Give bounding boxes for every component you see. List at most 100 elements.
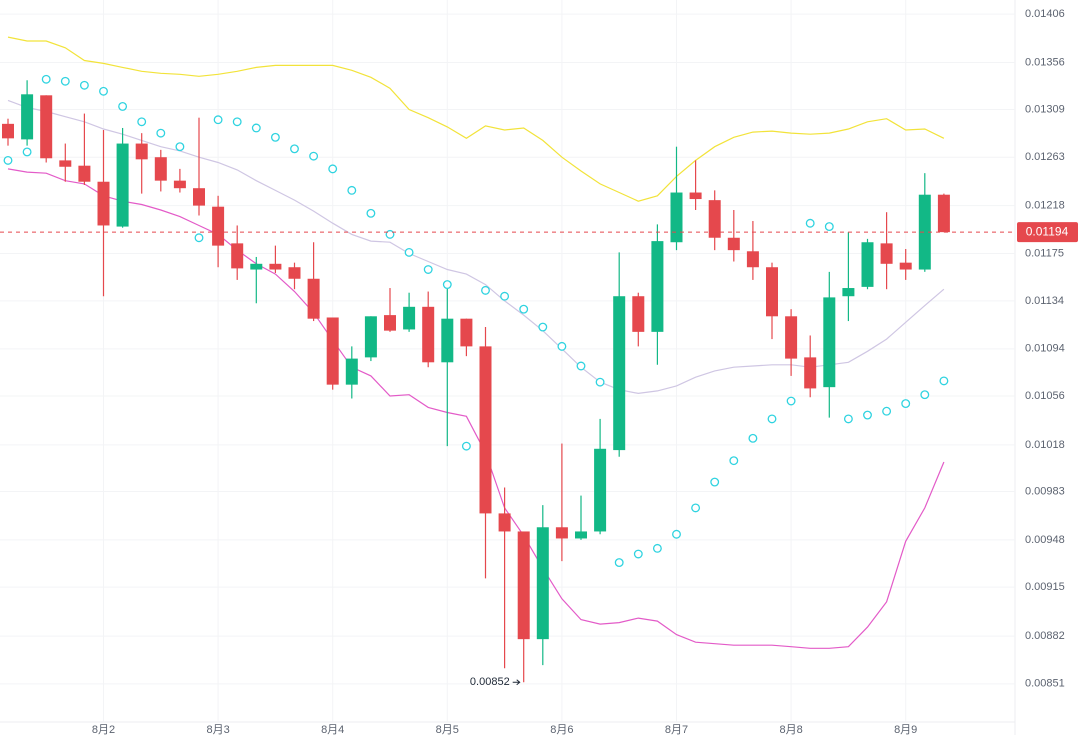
candle-body: [269, 263, 282, 270]
candle-body: [918, 194, 931, 270]
candle-body: [441, 318, 454, 363]
candle-body: [517, 531, 530, 640]
candle-body: [288, 267, 301, 279]
sar-dot: [251, 123, 261, 133]
x-tick-label: 8月4: [321, 724, 344, 735]
candle-body: [575, 531, 587, 539]
sar-dot: [3, 155, 13, 165]
sar-dot: [672, 529, 681, 539]
sar-dot: [41, 74, 51, 84]
candle-body: [708, 200, 721, 238]
candle-body: [651, 241, 664, 332]
x-tick-label: 8月9: [894, 724, 917, 735]
x-tick-label: 8月2: [92, 724, 115, 735]
candle-body: [479, 346, 492, 514]
candle-body: [250, 263, 263, 270]
candle-body: [212, 206, 225, 246]
sar-dot: [60, 76, 70, 86]
sar-dot: [461, 441, 471, 451]
sar-dot: [748, 433, 758, 443]
candle-body: [670, 192, 683, 243]
candle-body: [613, 296, 626, 451]
x-tick-label: 8月3: [206, 724, 229, 735]
y-tick-label: 0.01406: [1025, 8, 1065, 20]
sar-dot: [79, 80, 89, 90]
sar-dot: [939, 376, 949, 386]
y-tick-label: 0.01175: [1025, 247, 1064, 259]
sar-dot: [920, 390, 930, 400]
y-tick-label: 0.01094: [1025, 343, 1065, 355]
candle-body: [536, 527, 549, 640]
candle-body: [823, 297, 836, 388]
candle-body: [384, 315, 396, 331]
candle-body: [555, 527, 568, 539]
sar-dot: [232, 117, 242, 127]
y-tick-label: 0.01218: [1025, 200, 1065, 212]
candle-body: [785, 316, 798, 359]
sar-dot: [22, 147, 32, 157]
candle-body: [422, 306, 435, 363]
sar-dot: [137, 117, 147, 127]
price-badge: [1017, 222, 1078, 243]
band-line: [7, 36, 945, 202]
sar-dot: [175, 142, 185, 152]
x-tick-label: 8月8: [779, 724, 802, 735]
candle-body: [21, 94, 34, 140]
candle-body: [116, 143, 129, 227]
y-tick-label: 0.01134: [1025, 295, 1064, 307]
sar-dot: [882, 406, 892, 416]
candle-body: [193, 188, 205, 206]
candle-body: [861, 242, 874, 287]
price-label: 0.01194: [1026, 224, 1069, 238]
x-tick-label: 8月6: [550, 724, 573, 735]
sar-dot: [194, 233, 204, 243]
sar-dot: [213, 115, 223, 125]
y-tick-label: 0.01018: [1025, 439, 1065, 451]
band-line: [7, 168, 945, 649]
sar-dot: [767, 414, 777, 424]
candle-body: [498, 513, 511, 532]
sar-dot: [595, 377, 605, 387]
sar-dot: [576, 361, 586, 371]
sar-dot: [710, 477, 720, 487]
sar-dot: [805, 218, 815, 228]
sar-dot: [519, 304, 529, 314]
y-tick-label: 0.00983: [1025, 485, 1065, 497]
sar-dot: [691, 503, 701, 513]
x-tick-label: 8月5: [436, 724, 459, 735]
y-tick-label: 0.01356: [1025, 56, 1065, 68]
sar-dot: [366, 208, 376, 218]
candle-body: [899, 262, 912, 270]
candle-body: [880, 243, 893, 264]
sar-dot: [404, 247, 414, 257]
x-tick-label: 8月7: [665, 724, 688, 735]
sar-dot: [156, 128, 166, 138]
sar-dot: [843, 414, 853, 424]
sar-dot: [538, 322, 548, 332]
candle-body: [746, 251, 759, 268]
candle-body: [231, 243, 244, 269]
candle-body: [804, 357, 817, 389]
sar-dot: [557, 341, 567, 351]
candle-body: [40, 95, 53, 159]
candle-body: [154, 157, 167, 181]
sar-dot: [652, 543, 662, 553]
candle-body: [403, 306, 416, 330]
sar-dot: [729, 456, 739, 466]
candle-body: [727, 237, 740, 251]
candle-body: [97, 181, 110, 226]
sar-dot: [328, 164, 338, 174]
candle-body: [173, 180, 186, 189]
y-tick-label: 0.01309: [1025, 103, 1065, 115]
sar-dot: [442, 280, 452, 290]
sar-dot: [309, 151, 319, 161]
candle-body: [842, 288, 855, 297]
candle-body: [460, 318, 473, 347]
sar-dot: [118, 101, 128, 111]
candle-body: [937, 194, 950, 233]
low-arrow: [512, 679, 521, 686]
sar-dot: [901, 399, 911, 409]
sar-dot: [99, 86, 108, 96]
candle-body: [632, 296, 645, 332]
